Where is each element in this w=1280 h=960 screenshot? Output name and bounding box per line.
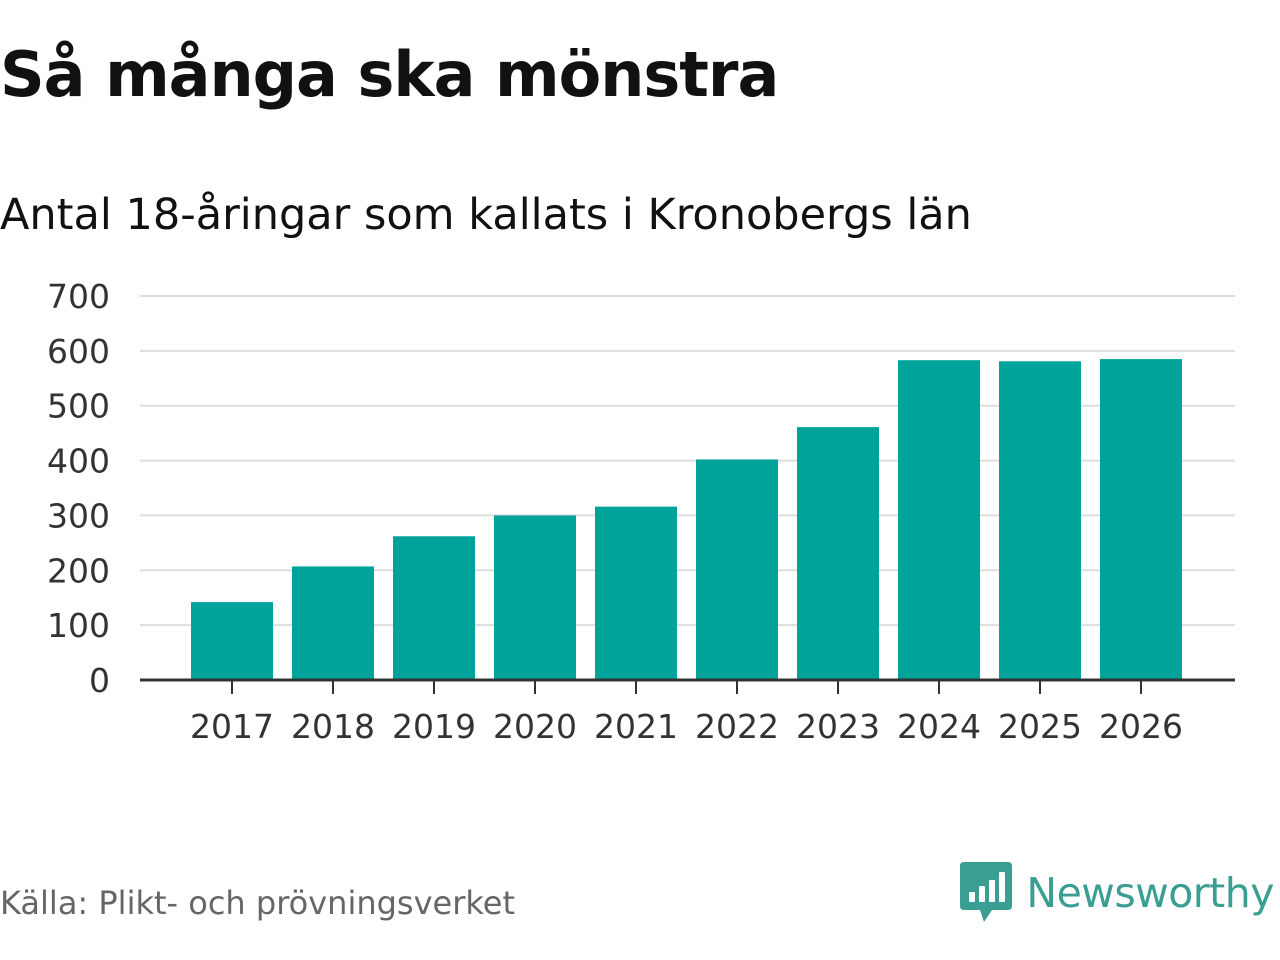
bar-2022 <box>696 459 778 680</box>
bar-2019 <box>393 536 475 680</box>
y-tick-label: 300 <box>47 496 110 535</box>
bar-2025 <box>999 361 1081 680</box>
x-tick-label: 2017 <box>190 707 274 746</box>
bar-2018 <box>292 566 374 680</box>
brand-logo: Newsworthy <box>960 862 1274 924</box>
bar-2024 <box>898 360 980 680</box>
brand-name: Newsworthy <box>1026 869 1274 917</box>
bar-2020 <box>494 515 576 680</box>
x-tick-label: 2022 <box>695 707 779 746</box>
x-tick-label: 2019 <box>392 707 476 746</box>
x-tick-label: 2018 <box>291 707 375 746</box>
bar-chart-speech-bubble-icon <box>960 862 1013 922</box>
x-tick-label: 2021 <box>594 707 678 746</box>
source-note: Källa: Plikt- och prövningsverket <box>0 884 515 922</box>
y-tick-label: 700 <box>47 277 110 316</box>
bar-2023 <box>797 427 879 680</box>
y-tick-label: 100 <box>47 606 110 645</box>
y-tick-label: 600 <box>47 332 110 371</box>
x-tick-label: 2024 <box>897 707 981 746</box>
bar-2021 <box>595 506 677 680</box>
bar-2017 <box>191 602 273 680</box>
chart-title: Så många ska mönstra <box>0 38 779 111</box>
x-tick-label: 2020 <box>493 707 577 746</box>
x-tick-label: 2026 <box>1099 707 1183 746</box>
x-tick-label: 2025 <box>998 707 1082 746</box>
y-tick-label: 0 <box>89 661 110 700</box>
bar-2026 <box>1100 359 1182 680</box>
chart-subtitle: Antal 18-åringar som kallats i Kronoberg… <box>0 190 972 240</box>
y-tick-label: 200 <box>47 551 110 590</box>
y-tick-label: 400 <box>47 442 110 481</box>
y-tick-label: 500 <box>47 387 110 426</box>
bar-chart: 0 100 200 300 400 500 600 700 2017 2018 2019 2020 20… <box>47 277 1235 746</box>
x-tick-label: 2023 <box>796 707 880 746</box>
